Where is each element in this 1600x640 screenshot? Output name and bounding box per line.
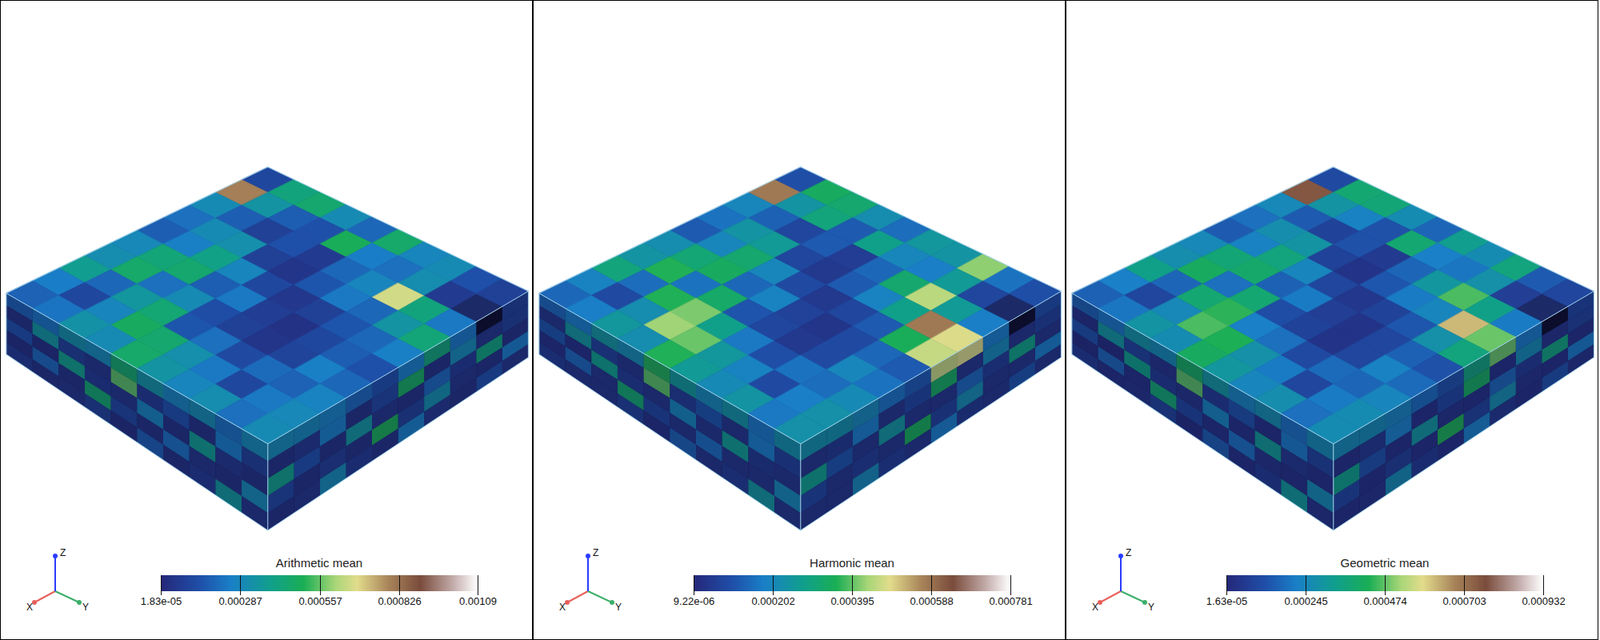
html-text:Harmonic mean: Harmonic mean bbox=[809, 556, 895, 570]
svg-text:0.000932: 0.000932 bbox=[1521, 595, 1565, 608]
svg-text:Z: Z bbox=[1125, 547, 1132, 559]
svg-text:0.000474: 0.000474 bbox=[1363, 595, 1407, 608]
svg-text:0.000557: 0.000557 bbox=[298, 595, 342, 608]
svg-text:Y: Y bbox=[1148, 601, 1155, 613]
svg-text:Z: Z bbox=[60, 547, 66, 559]
svg-text:0.00109: 0.00109 bbox=[459, 595, 497, 608]
html-text:Arithmetic mean: Arithmetic mean bbox=[275, 556, 363, 570]
svg-text:9.22e-06: 9.22e-06 bbox=[673, 595, 715, 608]
svg-text:0.000287: 0.000287 bbox=[218, 595, 262, 608]
svg-text:0.000395: 0.000395 bbox=[830, 595, 874, 608]
svg-text:Y: Y bbox=[82, 601, 89, 613]
svg-text:X: X bbox=[559, 601, 566, 613]
svg-text:0.000202: 0.000202 bbox=[751, 595, 795, 608]
svg-text:1.83e-05: 1.83e-05 bbox=[140, 595, 182, 608]
svg-text:1.63e-05: 1.63e-05 bbox=[1206, 595, 1248, 608]
svg-text:0.000588: 0.000588 bbox=[909, 595, 953, 608]
svg-text:Z: Z bbox=[592, 547, 599, 559]
svg-text:X: X bbox=[26, 601, 33, 613]
svg-text:0.000781: 0.000781 bbox=[988, 595, 1032, 608]
svg-text:0.000826: 0.000826 bbox=[377, 595, 421, 608]
svg-text:X: X bbox=[1092, 601, 1099, 613]
svg-text:0.000245: 0.000245 bbox=[1284, 595, 1328, 608]
svg-text:Y: Y bbox=[615, 601, 622, 613]
html-text:Geometric mean: Geometric mean bbox=[1340, 556, 1430, 570]
svg-text:0.000703: 0.000703 bbox=[1442, 595, 1486, 608]
